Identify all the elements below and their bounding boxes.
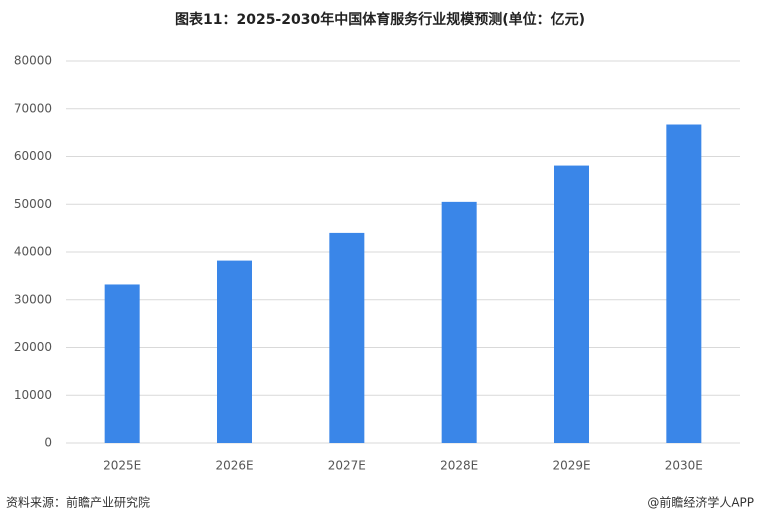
x-tick-label: 2027E — [328, 459, 366, 473]
y-tick-label: 20000 — [14, 340, 52, 354]
bar — [554, 165, 589, 443]
y-tick-label: 50000 — [14, 197, 52, 211]
bar — [104, 284, 140, 443]
credit-note: @前瞻经济学人APP — [647, 495, 754, 510]
bar — [329, 232, 365, 443]
x-tick-label: 2025E — [103, 459, 141, 473]
bar — [441, 201, 477, 443]
x-tick-label: 2026E — [215, 459, 253, 473]
source-note: 资料来源：前瞻产业研究院 — [6, 495, 150, 510]
y-tick-label: 60000 — [14, 149, 52, 163]
bar — [666, 124, 702, 443]
y-tick-label: 0 — [44, 436, 52, 450]
y-tick-label: 40000 — [14, 245, 52, 259]
chart-title: 图表11：2025-2030年中国体育服务行业规模预测(单位：亿元) — [175, 11, 585, 28]
y-tick-label: 10000 — [14, 388, 52, 402]
y-tick-label: 80000 — [14, 54, 52, 68]
x-tick-label: 2030E — [665, 459, 703, 473]
y-tick-label: 70000 — [14, 101, 52, 115]
bar — [217, 260, 252, 443]
x-tick-label: 2028E — [440, 459, 478, 473]
y-tick-label: 30000 — [14, 292, 52, 306]
x-tick-label: 2029E — [552, 459, 590, 473]
